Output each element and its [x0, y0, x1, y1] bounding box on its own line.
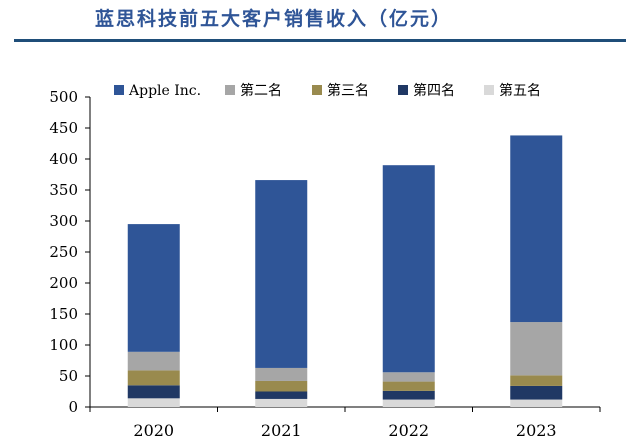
- legend-label: Apple Inc.: [128, 83, 201, 99]
- bar-segment: [255, 391, 308, 399]
- bar-segment: [255, 380, 308, 392]
- legend-swatch: [312, 85, 322, 95]
- legend-label: 第五名: [499, 82, 541, 99]
- y-tick-label: 400: [49, 150, 78, 168]
- x-tick-label: 2020: [133, 421, 174, 440]
- legend-swatch: [398, 85, 408, 95]
- bar-segment: [255, 398, 308, 407]
- bar-segment: [382, 390, 435, 400]
- y-tick-label: 50: [59, 367, 78, 385]
- y-tick-label: 350: [49, 181, 78, 199]
- bar-segment: [510, 385, 563, 400]
- legend-label: 第二名: [240, 82, 282, 99]
- bar-segment: [127, 385, 180, 399]
- bar-segment: [127, 370, 180, 386]
- bar-segment: [255, 367, 308, 381]
- x-tick-label: 2023: [516, 421, 557, 440]
- bar-segment: [510, 375, 563, 386]
- bar-segment: [127, 224, 180, 352]
- y-tick-label: 200: [49, 274, 78, 292]
- bar-segment: [382, 165, 435, 373]
- bar-segment: [382, 372, 435, 382]
- bar-segment: [510, 399, 563, 407]
- legend-swatch: [484, 85, 494, 95]
- y-tick-label: 100: [49, 336, 78, 354]
- y-tick-label: 0: [68, 398, 78, 416]
- title-divider: [14, 39, 626, 42]
- y-tick-label: 450: [49, 119, 78, 137]
- legend-swatch: [114, 85, 124, 95]
- legend-label: 第四名: [413, 82, 455, 99]
- y-tick-label: 250: [49, 243, 78, 261]
- x-tick-label: 2022: [388, 421, 429, 440]
- bar-segment: [510, 135, 563, 323]
- x-tick-label: 2021: [261, 421, 302, 440]
- legend-swatch: [225, 85, 235, 95]
- bar-segment: [510, 322, 563, 376]
- bar-segment: [382, 399, 435, 407]
- y-tick-label: 150: [49, 305, 78, 323]
- legend-label: 第三名: [327, 82, 369, 99]
- bar-segment: [127, 398, 180, 407]
- bar-segment: [255, 180, 308, 368]
- bar-segment: [127, 351, 180, 371]
- y-tick-label: 300: [49, 212, 78, 230]
- chart-title: 蓝思科技前五大客户销售收入（亿元）: [95, 8, 453, 30]
- y-tick-label: 500: [49, 88, 78, 106]
- bar-segment: [382, 381, 435, 391]
